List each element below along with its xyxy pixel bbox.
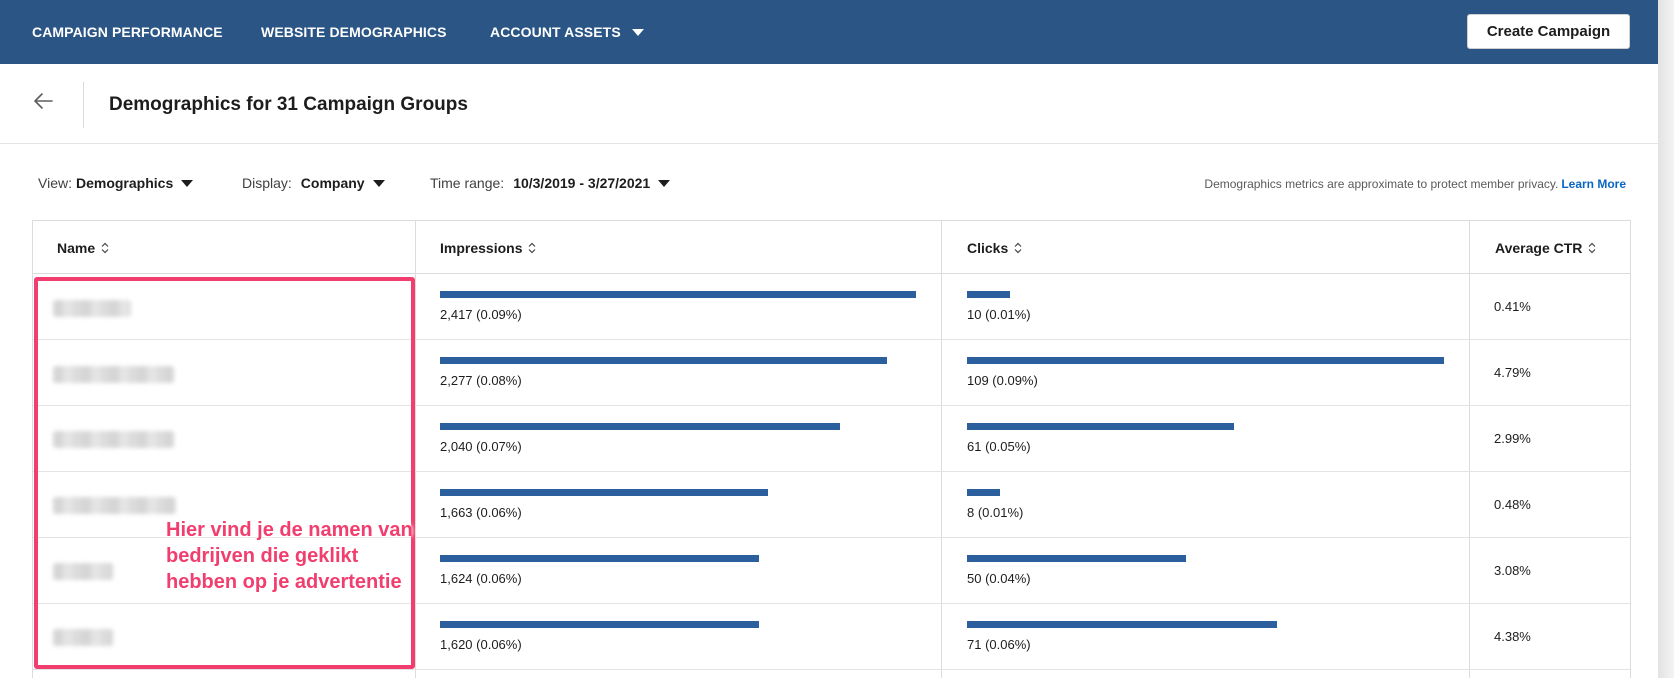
table-row[interactable]: 1,663 (0.06%) 8 (0.01%) 0.48%: [33, 472, 1630, 538]
table-row[interactable]: 2,277 (0.08%) 109 (0.09%) 4.79%: [33, 340, 1630, 406]
chevron-down-icon: [658, 180, 671, 187]
column-header-name[interactable]: Name: [57, 240, 110, 256]
impressions-bar: [440, 423, 840, 430]
sort-icon: [101, 242, 109, 254]
header-divider: [83, 82, 84, 128]
display-filter-label: Display:: [242, 175, 292, 191]
column-header-label: Name: [57, 240, 96, 256]
sort-icon: [1014, 242, 1022, 254]
privacy-text: Demographics metrics are approximate to …: [1204, 177, 1559, 191]
time-range-value: 10/3/2019 - 3/27/2021: [513, 175, 651, 191]
clicks-bar: [967, 555, 1186, 562]
nav-website-demographics[interactable]: WEBSITE DEMOGRAPHICS: [261, 24, 447, 40]
nav-campaign-performance[interactable]: CAMPAIGN PERFORMANCE: [32, 24, 223, 40]
chevron-down-icon: [631, 29, 644, 36]
clicks-bar: [967, 357, 1444, 364]
top-navigation: CAMPAIGN PERFORMANCE WEBSITE DEMOGRAPHIC…: [0, 0, 1658, 64]
column-divider: [1469, 221, 1470, 678]
display-filter[interactable]: Display: Company: [242, 175, 385, 191]
column-header-label: Impressions: [440, 240, 523, 256]
column-header-label: Clicks: [967, 240, 1009, 256]
table-row[interactable]: 2,040 (0.07%) 61 (0.05%) 2.99%: [33, 406, 1630, 472]
impressions-bar: [440, 621, 759, 628]
back-arrow-icon[interactable]: [32, 90, 54, 112]
average-ctr-value: 0.41%: [1494, 299, 1531, 314]
table-row[interactable]: 1,624 (0.06%) 50 (0.04%) 3.08%: [33, 538, 1630, 604]
impressions-value: 2,277 (0.08%): [440, 373, 522, 388]
sort-icon: [1588, 242, 1596, 254]
clicks-value: 10 (0.01%): [967, 307, 1031, 322]
annotation-highlight-box: [34, 277, 415, 669]
demographics-table: Name Impressions Clicks Average CTR 2,41…: [32, 220, 1631, 678]
clicks-value: 61 (0.05%): [967, 439, 1031, 454]
average-ctr-value: 2.99%: [1494, 431, 1531, 446]
nav-account-assets-label: ACCOUNT ASSETS: [490, 24, 621, 40]
view-filter[interactable]: View: Demographics: [38, 175, 194, 191]
impressions-value: 2,040 (0.07%): [440, 439, 522, 454]
impressions-bar: [440, 291, 916, 298]
impressions-value: 2,417 (0.09%): [440, 307, 522, 322]
privacy-note: Demographics metrics are approximate to …: [1204, 177, 1626, 191]
table-row[interactable]: 1,620 (0.06%) 71 (0.06%) 4.38%: [33, 604, 1630, 670]
annotation-text: Hier vind je de namen van bedrijven die …: [166, 519, 413, 593]
time-range-filter[interactable]: Time range: 10/3/2019 - 3/27/2021: [430, 175, 671, 191]
company-name-blurred: [53, 629, 113, 646]
view-filter-label: View:: [38, 175, 72, 191]
clicks-value: 71 (0.06%): [967, 637, 1031, 652]
nav-account-assets[interactable]: ACCOUNT ASSETS: [490, 24, 644, 40]
clicks-value: 8 (0.01%): [967, 505, 1024, 520]
impressions-value: 1,620 (0.06%): [440, 637, 522, 652]
column-divider: [415, 221, 416, 678]
column-header-average-ctr[interactable]: Average CTR: [1495, 240, 1597, 256]
column-header-clicks[interactable]: Clicks: [967, 240, 1023, 256]
average-ctr-value: 4.79%: [1494, 365, 1531, 380]
display-filter-value: Company: [300, 175, 365, 191]
clicks-bar: [967, 489, 1000, 496]
learn-more-link[interactable]: Learn More: [1561, 177, 1626, 191]
average-ctr-value: 0.48%: [1494, 497, 1531, 512]
chevron-down-icon: [181, 180, 194, 187]
company-name-blurred: [53, 431, 174, 448]
company-name-blurred: [53, 366, 174, 383]
clicks-bar: [967, 291, 1010, 298]
column-divider: [941, 221, 942, 678]
company-name-blurred: [53, 497, 176, 514]
average-ctr-value: 4.38%: [1494, 629, 1531, 644]
impressions-value: 1,663 (0.06%): [440, 505, 522, 520]
header-rule: [0, 143, 1658, 144]
view-filter-value: Demographics: [75, 175, 174, 191]
clicks-value: 50 (0.04%): [967, 571, 1031, 586]
impressions-bar: [440, 555, 759, 562]
sort-icon: [529, 242, 536, 254]
create-campaign-button[interactable]: Create Campaign: [1467, 14, 1630, 49]
clicks-bar: [967, 423, 1234, 430]
column-header-label: Average CTR: [1495, 240, 1583, 256]
clicks-bar: [967, 621, 1277, 628]
clicks-value: 109 (0.09%): [967, 373, 1038, 388]
column-header-impressions[interactable]: Impressions: [440, 240, 537, 256]
impressions-value: 1,624 (0.06%): [440, 571, 522, 586]
table-row[interactable]: 2,417 (0.09%) 10 (0.01%) 0.41%: [33, 274, 1630, 340]
impressions-bar: [440, 489, 768, 496]
chevron-down-icon: [372, 180, 385, 187]
average-ctr-value: 3.08%: [1494, 563, 1531, 578]
company-name-blurred: [53, 563, 113, 580]
table-header: Name Impressions Clicks Average CTR: [33, 221, 1630, 274]
window-edge: [1658, 0, 1674, 678]
page-title: Demographics for 31 Campaign Groups: [109, 94, 468, 115]
company-name-blurred: [53, 300, 131, 317]
impressions-bar: [440, 357, 887, 364]
time-range-label: Time range:: [430, 175, 505, 191]
